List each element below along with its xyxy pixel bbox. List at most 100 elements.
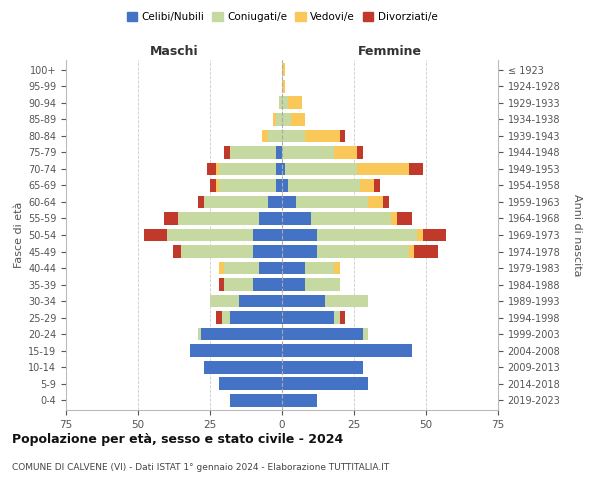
Bar: [282, 179, 288, 192]
Bar: [276, 179, 282, 192]
Bar: [202, 328, 282, 340]
Bar: [282, 278, 305, 291]
Bar: [224, 146, 230, 159]
Bar: [221, 311, 230, 324]
Bar: [239, 294, 282, 308]
Y-axis label: Anni di nascita: Anni di nascita: [572, 194, 582, 276]
Bar: [259, 212, 282, 225]
Y-axis label: Fasce di età: Fasce di età: [14, 202, 24, 268]
Bar: [409, 245, 415, 258]
Bar: [368, 196, 383, 208]
Bar: [276, 113, 282, 126]
Bar: [334, 311, 340, 324]
Bar: [282, 377, 368, 390]
Bar: [305, 262, 334, 274]
Bar: [230, 146, 276, 159]
Bar: [282, 96, 288, 110]
Bar: [340, 130, 346, 142]
Bar: [262, 130, 268, 142]
Bar: [282, 196, 296, 208]
Bar: [415, 245, 437, 258]
Bar: [282, 162, 285, 175]
Bar: [178, 212, 259, 225]
Legend: Celibi/Nubili, Coniugati/e, Vedovi/e, Divorziati/e: Celibi/Nubili, Coniugati/e, Vedovi/e, Di…: [122, 8, 442, 26]
Bar: [357, 146, 362, 159]
Bar: [218, 262, 224, 274]
Bar: [282, 294, 325, 308]
Bar: [282, 328, 362, 340]
Bar: [334, 262, 340, 274]
Bar: [218, 162, 276, 175]
Bar: [216, 162, 218, 175]
Bar: [374, 179, 380, 192]
Bar: [282, 311, 334, 324]
Bar: [317, 245, 409, 258]
Bar: [224, 262, 259, 274]
Bar: [164, 212, 178, 225]
Bar: [325, 294, 368, 308]
Bar: [207, 162, 216, 175]
Bar: [216, 179, 218, 192]
Bar: [290, 113, 305, 126]
Bar: [274, 113, 276, 126]
Bar: [282, 360, 362, 374]
Bar: [362, 328, 368, 340]
Bar: [218, 179, 276, 192]
Bar: [282, 113, 290, 126]
Bar: [210, 294, 239, 308]
Bar: [423, 228, 446, 241]
Bar: [253, 278, 282, 291]
Bar: [282, 146, 334, 159]
Bar: [253, 228, 282, 241]
Bar: [397, 212, 412, 225]
Bar: [279, 96, 282, 110]
Bar: [230, 394, 282, 406]
Bar: [199, 196, 204, 208]
Bar: [282, 344, 412, 357]
Bar: [418, 228, 423, 241]
Bar: [218, 377, 282, 390]
Text: COMUNE DI CALVENE (VI) - Dati ISTAT 1° gennaio 2024 - Elaborazione TUTTITALIA.IT: COMUNE DI CALVENE (VI) - Dati ISTAT 1° g…: [12, 462, 389, 471]
Bar: [253, 245, 282, 258]
Bar: [311, 212, 391, 225]
Bar: [167, 228, 253, 241]
Bar: [357, 162, 409, 175]
Bar: [268, 196, 282, 208]
Bar: [282, 130, 305, 142]
Bar: [190, 344, 282, 357]
Bar: [259, 262, 282, 274]
Bar: [210, 179, 216, 192]
Bar: [173, 245, 181, 258]
Bar: [224, 278, 253, 291]
Bar: [268, 130, 282, 142]
Bar: [317, 228, 418, 241]
Bar: [288, 96, 302, 110]
Bar: [360, 179, 374, 192]
Text: Maschi: Maschi: [149, 46, 199, 59]
Bar: [296, 196, 368, 208]
Bar: [276, 146, 282, 159]
Bar: [282, 80, 285, 93]
Bar: [282, 212, 311, 225]
Bar: [230, 311, 282, 324]
Bar: [282, 262, 305, 274]
Bar: [340, 311, 346, 324]
Bar: [305, 278, 340, 291]
Bar: [391, 212, 397, 225]
Bar: [288, 179, 360, 192]
Bar: [216, 311, 221, 324]
Bar: [282, 228, 317, 241]
Bar: [276, 162, 282, 175]
Text: Femmine: Femmine: [358, 46, 422, 59]
Bar: [285, 162, 357, 175]
Bar: [204, 360, 282, 374]
Text: Popolazione per età, sesso e stato civile - 2024: Popolazione per età, sesso e stato civil…: [12, 432, 343, 446]
Bar: [305, 130, 340, 142]
Bar: [199, 328, 202, 340]
Bar: [181, 245, 253, 258]
Bar: [409, 162, 423, 175]
Bar: [282, 64, 285, 76]
Bar: [144, 228, 167, 241]
Bar: [204, 196, 268, 208]
Bar: [282, 394, 317, 406]
